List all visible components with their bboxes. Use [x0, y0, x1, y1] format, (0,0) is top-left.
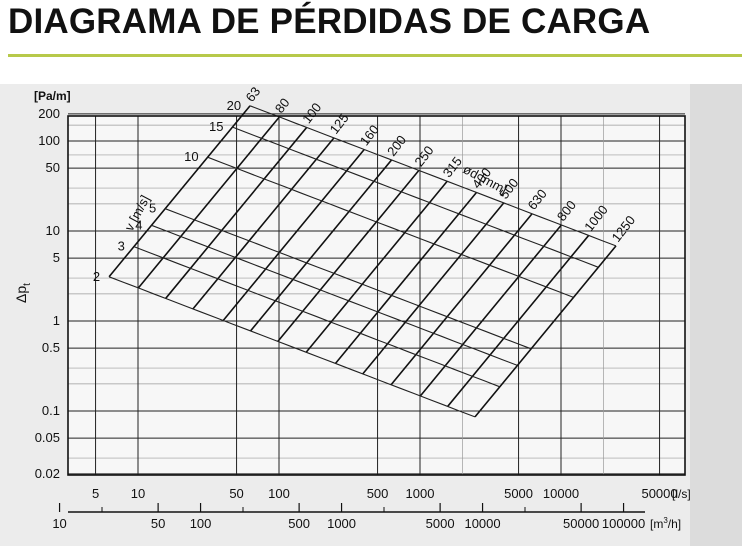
velocity-label: 4	[135, 217, 142, 232]
y-tick-label: 200	[38, 106, 60, 121]
y-tick-label: 10	[46, 223, 60, 238]
scan-right-shadow	[690, 84, 742, 546]
y-tick-label: 0.1	[42, 403, 60, 418]
velocity-line	[232, 126, 599, 268]
x-primary-tick-label: 50000	[641, 486, 677, 501]
velocity-label: 3	[118, 239, 125, 254]
x-secondary-tick-label: 100	[190, 516, 212, 531]
plot-border	[67, 115, 686, 476]
diameter-line	[305, 180, 448, 353]
x-primary-tick-label: 5000	[504, 486, 533, 501]
data-lines	[108, 105, 617, 418]
x-primary-tick-label: 10	[131, 486, 145, 501]
x-primary-tick-label: 1000	[406, 486, 435, 501]
velocity-label: 15	[209, 119, 223, 134]
x-secondary-tick-label: 50	[151, 516, 165, 531]
x-secondary-tick-label: 500	[288, 516, 310, 531]
diameter-line	[222, 148, 365, 321]
title-rule	[8, 54, 742, 57]
y-tick-labels: 200 100 50 10 5 1 0.5 0.1 0.05 0.02	[35, 106, 60, 481]
velocity-line	[133, 246, 500, 388]
diameter-line	[334, 191, 478, 364]
diameter-line	[137, 116, 280, 289]
velocity-line	[151, 224, 518, 366]
diameter-line	[447, 234, 590, 407]
y-tick-label: 0.05	[35, 430, 60, 445]
x-primary-tick-labels: 5 10 50 100 500 1000 5000 10000 50000	[92, 486, 678, 501]
y-tick-label: 100	[38, 133, 60, 148]
x-primary-tick-label: 10000	[543, 486, 579, 501]
diameter-line	[474, 245, 617, 418]
x-primary-unit: [l/s]	[672, 487, 691, 501]
diameter-line	[249, 159, 393, 332]
x-primary-tick-label: 100	[268, 486, 290, 501]
x-secondary-unit: [m3/h]	[650, 516, 681, 531]
x-primary-tick-label: 500	[367, 486, 389, 501]
velocity-line	[165, 208, 532, 350]
velocity-label: 20	[227, 98, 241, 113]
y-tick-label: 1	[53, 313, 60, 328]
diameter-line	[362, 202, 505, 375]
y-tick-label: 0.5	[42, 340, 60, 355]
velocity-labels: 2 345 10 15 20	[93, 98, 241, 284]
diameter-line	[277, 169, 420, 342]
diameter-line	[165, 126, 308, 299]
x-secondary-tick-label: 10000	[464, 516, 500, 531]
page-title: DIAGRAMA DE PÉRDIDAS DE CARGA	[8, 2, 651, 41]
x-primary-tick-label: 50	[229, 486, 243, 501]
y-tick-label: 5	[53, 250, 60, 265]
diameter-line	[108, 105, 251, 278]
velocity-label: 10	[184, 149, 198, 164]
velocity-line	[249, 105, 617, 247]
x-secondary-tick-label: 5000	[426, 516, 455, 531]
y-axis-label: Δpt	[13, 283, 33, 303]
x-secondary-tick-label: 100000	[602, 516, 645, 531]
plot-area	[68, 116, 685, 475]
x-secondary-tick-label: 50000	[563, 516, 599, 531]
y-tick-label: 50	[46, 160, 60, 175]
y-tick-label: 0.02	[35, 466, 60, 481]
diameter-line	[419, 224, 562, 397]
x-secondary-tick-labels: 10 50 100 500 1000 5000 10000 50000 100000	[52, 503, 645, 531]
y-axis-unit: [Pa/m]	[34, 89, 71, 103]
velocity-label: 5	[149, 201, 156, 216]
velocity-line	[108, 276, 476, 418]
x-primary-tick-label: 5	[92, 486, 99, 501]
diameter-line	[192, 137, 335, 310]
diameter-line	[390, 213, 533, 386]
velocity-line	[207, 156, 574, 298]
x-secondary-tick-label: 10	[52, 516, 66, 531]
velocity-label: 2	[93, 269, 100, 284]
x-secondary-tick-label: 1000	[327, 516, 356, 531]
